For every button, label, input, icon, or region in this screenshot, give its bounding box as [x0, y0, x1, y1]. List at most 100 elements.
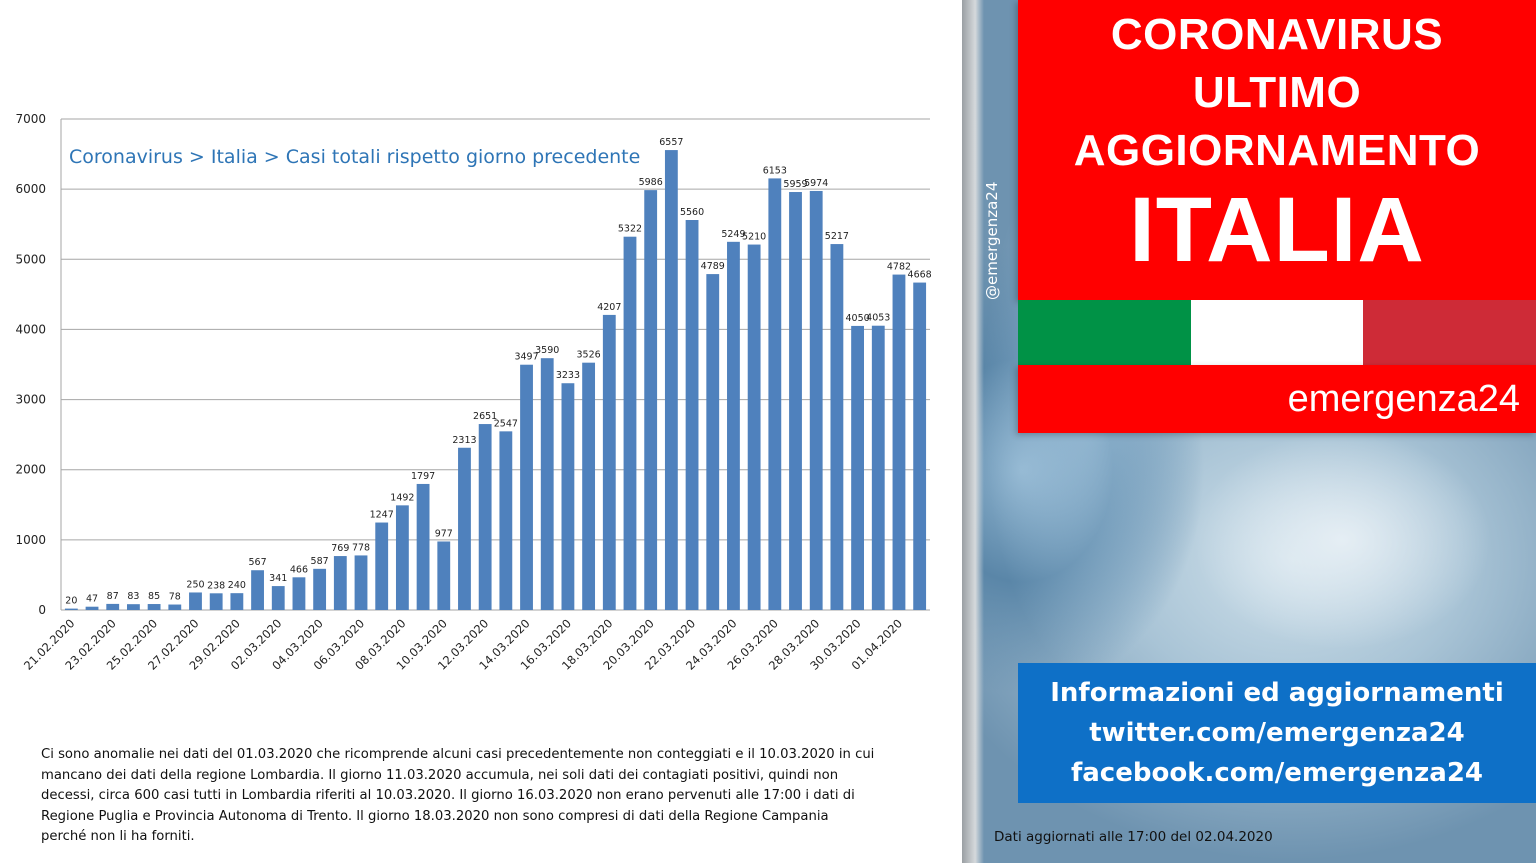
bar-19.03.2020 — [623, 236, 637, 610]
bar-22.03.2020 — [685, 220, 699, 610]
header-line-coronavirus: CORONAVIRUS — [1110, 10, 1444, 59]
flag-white-stripe — [1190, 300, 1364, 365]
data-label: 5217 — [825, 231, 849, 242]
bar-13.03.2020 — [499, 431, 513, 610]
bar-15.03.2020 — [540, 358, 554, 610]
data-label: 5974 — [804, 178, 828, 189]
y-tick-label: 6000 — [15, 182, 46, 196]
bar-24.02.2020 — [127, 604, 140, 610]
bar-07.03.2020 — [375, 522, 389, 610]
data-label: 341 — [269, 573, 287, 584]
bar-17.03.2020 — [582, 362, 596, 610]
bar-24.03.2020 — [727, 241, 740, 611]
header-banner: CORONAVIRUS ULTIMO AGGIORNAMENTO ITALIA — [1018, 0, 1536, 300]
watermark-handle: @emergenza24 — [983, 181, 1001, 300]
header-line-aggiornamento: AGGIORNAMENTO — [1073, 126, 1481, 175]
chart-bars — [64, 150, 927, 611]
data-label: 5986 — [639, 177, 663, 188]
bar-01.03.2020 — [251, 570, 264, 610]
data-label: 87 — [107, 591, 119, 602]
bar-02.03.2020 — [271, 586, 285, 610]
data-label: 466 — [290, 564, 308, 575]
bar-26.02.2020 — [168, 604, 182, 610]
data-label: 4050 — [845, 313, 869, 324]
facebook-link[interactable]: facebook.com/emergenza24 — [1070, 758, 1484, 788]
bar-29.03.2020 — [830, 244, 844, 611]
panel-edge — [962, 0, 984, 863]
x-axis-ticks: 21.02.202023.02.202025.02.202027.02.2020… — [21, 616, 905, 672]
bar-12.03.2020 — [478, 424, 492, 610]
y-tick-label: 0 — [38, 603, 46, 617]
bar-25.02.2020 — [147, 604, 161, 610]
bar-06.03.2020 — [354, 555, 368, 610]
bar-29.02.2020 — [230, 593, 244, 610]
bar-04.03.2020 — [313, 568, 327, 610]
bar-26.03.2020 — [768, 178, 782, 610]
data-label: 3233 — [556, 370, 580, 381]
update-timestamp: Dati aggiornati alle 17:00 del 02.04.202… — [994, 829, 1273, 845]
data-label: 4668 — [908, 270, 932, 281]
data-label: 5959 — [783, 179, 807, 190]
bar-21.02.2020 — [64, 608, 78, 610]
data-label: 977 — [435, 528, 453, 539]
bar-03.03.2020 — [292, 577, 306, 610]
data-label: 6153 — [763, 165, 787, 176]
data-label: 5560 — [680, 207, 704, 218]
data-label: 83 — [127, 591, 139, 602]
footnote-line: Regione Puglia e Provincia Autonoma di T… — [41, 808, 829, 824]
data-label: 778 — [352, 542, 370, 553]
data-label: 2547 — [494, 418, 518, 429]
bar-23.03.2020 — [706, 274, 720, 610]
data-label: 1797 — [411, 471, 435, 482]
bar-28.03.2020 — [809, 190, 823, 611]
data-label: 1247 — [370, 510, 394, 521]
flag-red-stripe — [1363, 300, 1536, 365]
y-tick-label: 4000 — [15, 322, 46, 336]
bar-16.03.2020 — [561, 383, 575, 610]
data-label: 85 — [148, 591, 160, 602]
data-label: 1492 — [390, 492, 414, 503]
brand-banner: emergenza24 — [1018, 365, 1536, 433]
footnote-line: perché non li ha forniti. — [41, 829, 195, 844]
bar-27.02.2020 — [189, 592, 202, 610]
chart-title: Coronavirus > Italia > Casi totali rispe… — [69, 146, 641, 168]
bar-28.02.2020 — [209, 593, 223, 610]
y-tick-label: 2000 — [15, 463, 46, 477]
header-line-ultimo: ULTIMO — [1192, 68, 1362, 117]
chart-footnote: Ci sono anomalie nei dati del 01.03.2020… — [41, 745, 921, 848]
info-banner: Informazioni ed aggiornamenti twitter.co… — [1018, 663, 1536, 803]
bar-11.03.2020 — [458, 447, 471, 610]
data-label: 5322 — [618, 224, 642, 235]
y-tick-label: 1000 — [15, 533, 46, 547]
y-tick-label: 7000 — [15, 112, 46, 126]
y-axis-ticks: 0 1000 2000 3000 4000 5000 6000 7000 — [15, 112, 46, 617]
data-label: 567 — [248, 557, 266, 568]
data-label: 4782 — [887, 262, 911, 273]
data-label: 769 — [331, 543, 349, 554]
footnote-line: Ci sono anomalie nei dati del 01.03.2020… — [41, 747, 875, 762]
twitter-link[interactable]: twitter.com/emergenza24 — [1089, 718, 1465, 748]
bar-31.03.2020 — [871, 325, 885, 610]
bar-22.02.2020 — [85, 606, 99, 610]
data-label: 3497 — [514, 352, 538, 363]
data-label: 4789 — [701, 261, 725, 272]
data-label: 587 — [311, 556, 329, 567]
bar-18.03.2020 — [602, 314, 616, 610]
background-glow — [1192, 430, 1492, 650]
data-label: 4207 — [597, 302, 621, 313]
y-tick-label: 3000 — [15, 393, 46, 407]
bar-10.03.2020 — [437, 541, 451, 610]
bar-02.04.2020 — [913, 282, 927, 610]
bar-01.04.2020 — [892, 274, 906, 610]
data-label: 5210 — [742, 232, 766, 243]
data-label: 250 — [186, 579, 204, 590]
bar-08.03.2020 — [395, 505, 409, 610]
header-country: ITALIA — [1129, 179, 1425, 281]
bar-25.03.2020 — [747, 244, 761, 610]
bar-chart: 0 1000 2000 3000 4000 5000 6000 7000 20 47 87 83 85… — [15, 112, 931, 673]
bar-09.03.2020 — [416, 483, 430, 610]
bar-23.02.2020 — [106, 603, 120, 610]
bar-05.03.2020 — [333, 556, 347, 610]
data-label: 78 — [169, 592, 181, 603]
